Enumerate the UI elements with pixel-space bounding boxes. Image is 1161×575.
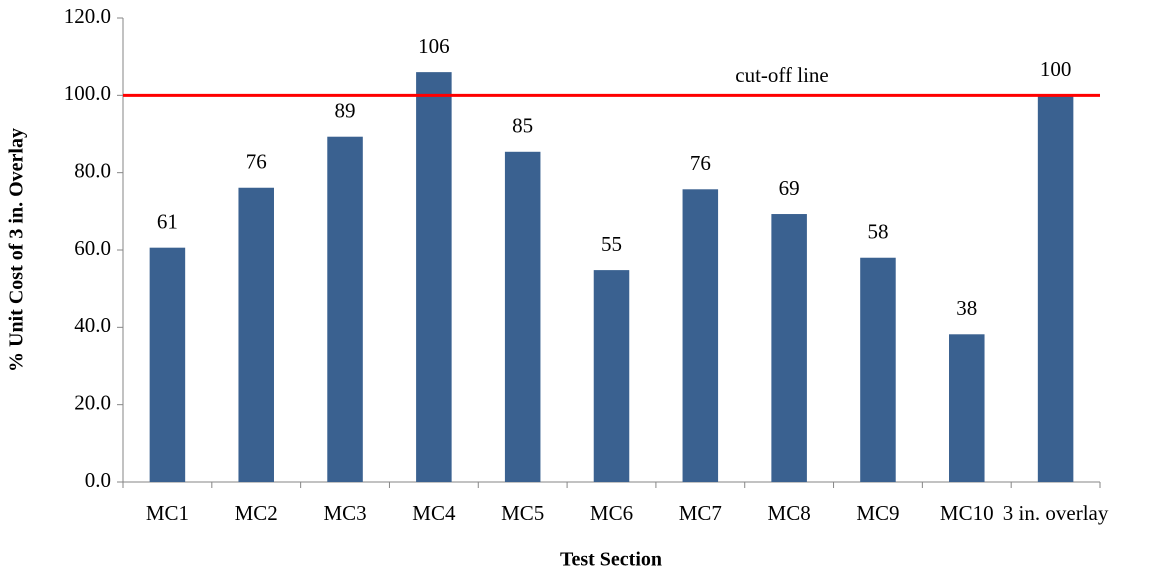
bar — [327, 136, 363, 482]
cut-off-label: cut-off line — [735, 63, 829, 87]
bar — [860, 257, 896, 482]
value-label: 61 — [157, 209, 178, 233]
x-axis-title: Test Section — [560, 549, 662, 571]
x-tick-label: MC9 — [856, 501, 899, 525]
y-axis-title: % Unit Cost of 3 in. Overlay — [6, 128, 28, 372]
bar — [416, 72, 452, 482]
x-tick-label: MC1 — [146, 501, 189, 525]
bar — [1037, 95, 1074, 482]
bar — [682, 189, 719, 482]
x-tick-label: MC2 — [235, 501, 278, 525]
x-tick-label: 3 in. overlay — [1003, 501, 1109, 525]
bar — [593, 270, 630, 482]
value-label: 76 — [690, 151, 711, 175]
value-label: 76 — [246, 150, 267, 174]
y-tick-label: 60.0 — [74, 236, 111, 260]
bar — [949, 334, 985, 482]
value-label: 38 — [956, 296, 977, 320]
x-tick-label: MC5 — [501, 501, 544, 525]
y-tick-label: 40.0 — [74, 313, 111, 337]
value-label: 69 — [779, 176, 800, 200]
bar — [504, 151, 541, 482]
y-tick-label: 100.0 — [64, 81, 111, 105]
value-label: 89 — [335, 99, 356, 123]
x-tick-label: MC4 — [412, 501, 456, 525]
x-tick-label: MC6 — [590, 501, 633, 525]
value-label: 100 — [1040, 57, 1072, 81]
bar — [238, 187, 274, 482]
y-tick-label: 0.0 — [85, 468, 111, 492]
x-tick-label: MC7 — [679, 501, 722, 525]
y-tick-label: 20.0 — [74, 390, 111, 414]
y-tick-label: 80.0 — [74, 158, 111, 182]
value-label: 106 — [418, 34, 450, 58]
x-tick-label: MC10 — [940, 501, 994, 525]
value-label: 85 — [512, 114, 533, 138]
x-tick-label: MC3 — [323, 501, 366, 525]
y-tick-label: 120.0 — [64, 4, 111, 28]
value-label: 58 — [867, 220, 888, 244]
bar — [771, 214, 807, 483]
value-label: 55 — [601, 232, 622, 256]
bar — [149, 247, 186, 482]
x-tick-label: MC8 — [768, 501, 811, 525]
